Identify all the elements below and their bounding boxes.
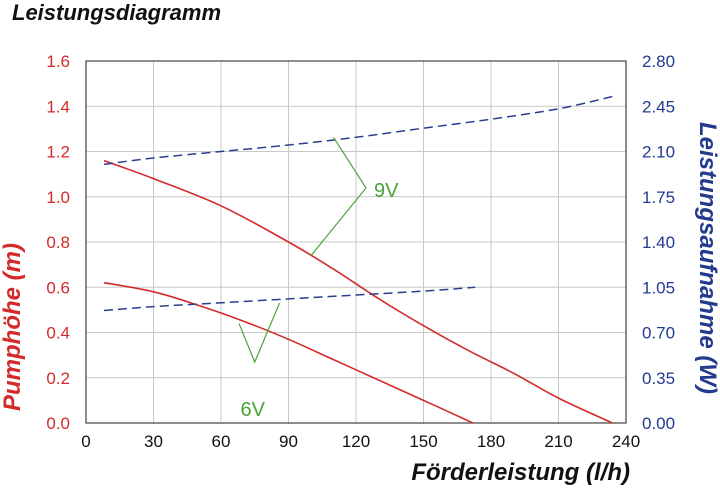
chart-title: Leistungsdiagramm xyxy=(12,0,221,25)
x-tick-label: 30 xyxy=(144,432,163,451)
right-tick-label: 1.75 xyxy=(642,188,675,207)
left-tick-label: 1.4 xyxy=(46,97,70,116)
x-tick-label: 150 xyxy=(409,432,437,451)
right-tick-label: 2.80 xyxy=(642,52,675,71)
grid xyxy=(85,60,627,424)
annotation-leader-9V xyxy=(310,136,367,256)
series-layer xyxy=(103,95,615,424)
left-axis-title: Pumphöhe (m) xyxy=(0,243,26,411)
annotation-label-6V: 6V xyxy=(241,399,266,421)
x-tick-label: 240 xyxy=(612,432,640,451)
head-curve-0 xyxy=(103,159,613,424)
annotation-label-9V: 9V xyxy=(374,180,399,202)
power-curve-2 xyxy=(103,95,615,166)
x-tick-label: 60 xyxy=(212,432,231,451)
left-tick-label: 0.0 xyxy=(46,414,70,433)
x-tick-label: 120 xyxy=(342,432,370,451)
left-tick-label: 1.0 xyxy=(46,188,70,207)
left-tick-label: 0.8 xyxy=(46,233,70,252)
right-axis-ticks: 0.00 0.35 0.70 1.05 1.40 1.75 2.10 2.45 2.80 xyxy=(642,52,675,433)
x-axis-ticks: 0 30 60 90 120 150 180 210 240 xyxy=(81,432,640,451)
x-tick-label: 210 xyxy=(544,432,572,451)
left-tick-label: 0.6 xyxy=(46,278,70,297)
left-tick-label: 1.2 xyxy=(46,143,70,162)
right-tick-label: 2.45 xyxy=(642,97,675,116)
head-curve-1 xyxy=(103,281,474,424)
right-tick-label: 0.70 xyxy=(642,324,675,343)
plot-border xyxy=(85,60,627,424)
x-axis-title: Förderleistung (l/h) xyxy=(411,459,630,486)
power-curve-3 xyxy=(103,286,476,312)
left-tick-label: 1.6 xyxy=(46,52,70,71)
left-axis-ticks: 0.0 0.2 0.4 0.6 0.8 1.0 1.2 1.4 1.6 xyxy=(46,52,70,433)
right-axis-title: Leistungsaufnahme (W) xyxy=(694,122,720,394)
right-tick-label: 0.00 xyxy=(642,414,675,433)
left-tick-label: 0.2 xyxy=(46,369,70,388)
right-tick-label: 2.10 xyxy=(642,143,675,162)
annotation-leader-6V xyxy=(238,302,281,364)
right-tick-label: 1.40 xyxy=(642,233,675,252)
annotation-layer: 9V 6V xyxy=(238,136,399,421)
x-tick-label: 180 xyxy=(477,432,505,451)
x-tick-label: 0 xyxy=(81,432,90,451)
right-tick-label: 1.05 xyxy=(642,278,675,297)
right-tick-label: 0.35 xyxy=(642,369,675,388)
left-tick-label: 0.4 xyxy=(46,324,70,343)
x-tick-label: 90 xyxy=(279,432,298,451)
